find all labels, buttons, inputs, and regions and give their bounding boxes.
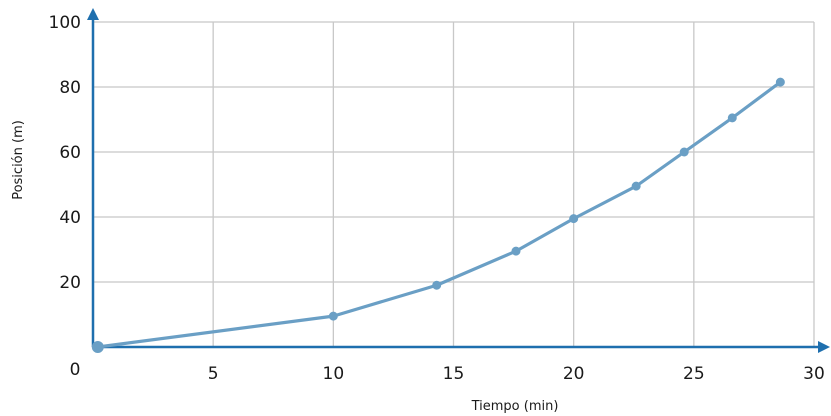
origin-label: 0: [70, 360, 81, 380]
data-point: [328, 311, 338, 321]
x-tick-label: 5: [208, 364, 219, 384]
y-tick-label: 80: [59, 78, 81, 98]
x-tick-label: 20: [563, 364, 585, 384]
x-tick-label: 10: [323, 364, 345, 384]
series-line: [96, 80, 782, 349]
data-point: [679, 147, 689, 157]
data-point: [91, 341, 104, 353]
series: [91, 77, 785, 353]
y-tick-label: 60: [59, 143, 81, 163]
x-tick-label: 15: [443, 364, 465, 384]
x-axis-arrow: [818, 341, 830, 353]
x-tick-label: 25: [683, 364, 705, 384]
data-point: [727, 113, 737, 123]
grid-lines: [93, 21, 815, 347]
data-point: [569, 214, 579, 224]
data-point: [432, 280, 442, 290]
y-tick-label: 20: [59, 273, 81, 293]
x-axis-title: Tiempo (min): [471, 399, 559, 414]
data-point: [631, 181, 641, 191]
data-point: [775, 77, 785, 87]
y-axis-arrow: [87, 8, 99, 20]
y-tick-label: 40: [59, 208, 81, 228]
tick-labels: 5 10 15 20 25 30 20 40 60 80 100 0: [49, 13, 825, 384]
axes: [87, 8, 830, 353]
x-tick-label: 30: [803, 364, 825, 384]
y-tick-label: 100: [49, 13, 81, 33]
y-axis-title: Posición (m): [11, 120, 26, 200]
data-point: [511, 246, 521, 256]
